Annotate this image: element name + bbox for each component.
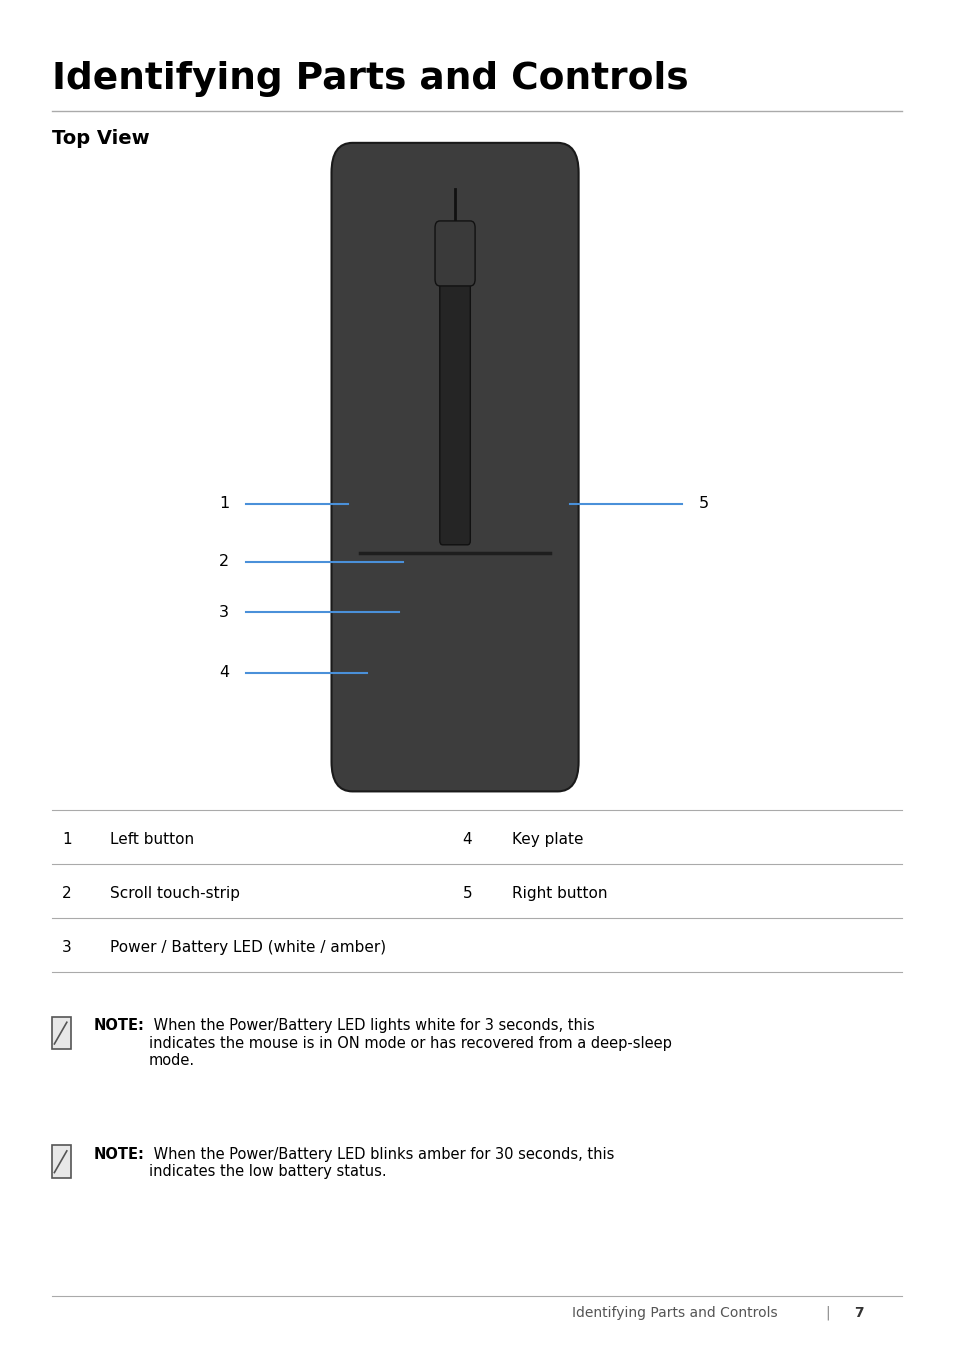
Text: 5: 5 — [462, 886, 472, 902]
Text: When the Power/Battery LED blinks amber for 30 seconds, this
indicates the low b: When the Power/Battery LED blinks amber … — [149, 1147, 614, 1179]
Text: NOTE:: NOTE: — [93, 1147, 144, 1162]
Text: 2: 2 — [219, 554, 229, 570]
Text: NOTE:: NOTE: — [93, 1018, 144, 1033]
FancyBboxPatch shape — [51, 1017, 71, 1049]
Text: 4: 4 — [219, 665, 229, 681]
Text: Key plate: Key plate — [512, 831, 583, 848]
FancyBboxPatch shape — [51, 1145, 71, 1178]
Text: Right button: Right button — [512, 886, 607, 902]
Text: Scroll touch-strip: Scroll touch-strip — [110, 886, 239, 902]
Text: Power / Battery LED (white / amber): Power / Battery LED (white / amber) — [110, 940, 385, 956]
Text: When the Power/Battery LED lights white for 3 seconds, this
indicates the mouse : When the Power/Battery LED lights white … — [149, 1018, 671, 1068]
FancyBboxPatch shape — [435, 221, 475, 286]
Text: |: | — [824, 1305, 829, 1320]
Text: Left button: Left button — [110, 831, 193, 848]
FancyBboxPatch shape — [331, 142, 578, 791]
Text: Identifying Parts and Controls: Identifying Parts and Controls — [52, 61, 688, 97]
Text: Identifying Parts and Controls: Identifying Parts and Controls — [572, 1307, 778, 1320]
Text: 7: 7 — [853, 1307, 862, 1320]
Text: 2: 2 — [62, 886, 71, 902]
Text: 3: 3 — [62, 940, 71, 956]
Text: 4: 4 — [462, 831, 472, 848]
Text: 1: 1 — [62, 831, 71, 848]
Text: Top View: Top View — [52, 129, 150, 148]
Text: 3: 3 — [219, 604, 229, 620]
Text: 5: 5 — [699, 496, 708, 512]
FancyBboxPatch shape — [439, 230, 470, 544]
Text: 1: 1 — [219, 496, 229, 512]
